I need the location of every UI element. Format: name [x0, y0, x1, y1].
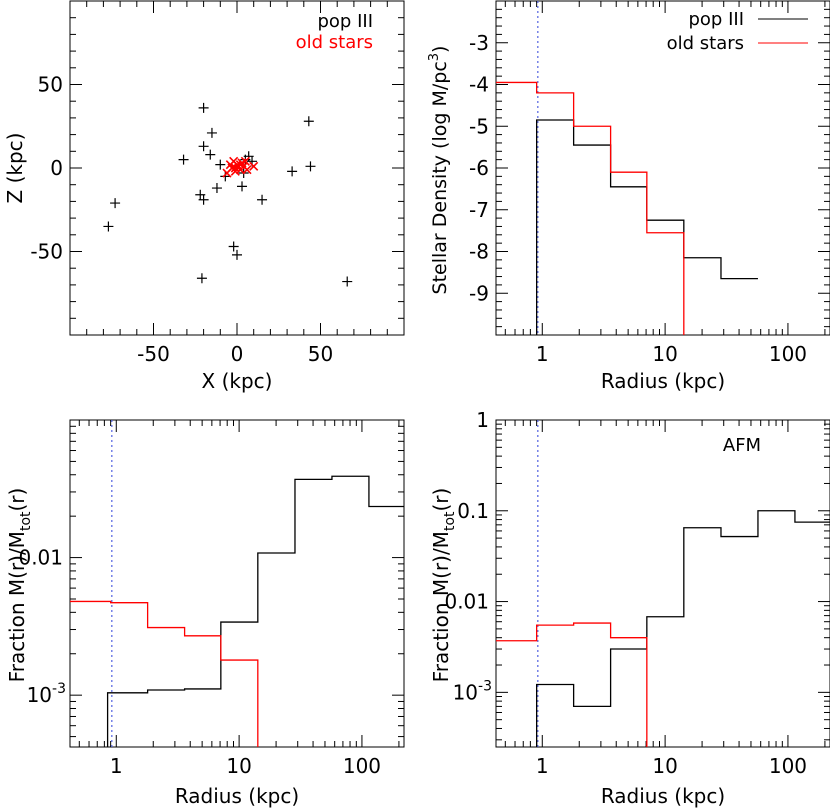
fraction2-annotation: AFM	[723, 435, 761, 456]
pop3-point	[103, 221, 114, 232]
x-tick-label: 10	[652, 342, 677, 366]
fraction1-xlabel: Radius (kpc)	[175, 784, 299, 808]
old-star-point	[242, 165, 252, 175]
pop3-point	[178, 154, 189, 165]
pop3-point	[232, 249, 242, 260]
density-ylabel: Stellar Density (log M/pc3)	[427, 46, 451, 295]
scatter-legend-pop3: pop III	[317, 11, 373, 32]
fraction2-xlabel: Radius (kpc)	[601, 784, 725, 808]
density-legend-old: old stars	[667, 33, 744, 54]
y-tick-label: -5	[469, 114, 489, 138]
old-star-point	[249, 161, 259, 171]
pop3-point	[211, 183, 222, 194]
x-tick-label: 1	[536, 754, 549, 778]
old-stars-histogram	[496, 81, 685, 335]
pop3-point	[195, 189, 206, 200]
old-star-point	[225, 160, 235, 170]
old-star-point	[235, 160, 245, 170]
x-tick-label: 0	[231, 342, 244, 366]
y-tick-label: -4	[469, 73, 489, 97]
y-tick-label: 1	[476, 408, 489, 432]
y-tick-label: -8	[469, 240, 489, 264]
pop3-point	[205, 149, 216, 160]
y-tick-label: -7	[469, 198, 489, 222]
x-tick-label: 100	[769, 754, 807, 778]
pop3-point	[206, 127, 217, 138]
y-tick-label: -3	[469, 31, 489, 55]
x-tick-label: 100	[343, 754, 381, 778]
old-star-point	[240, 156, 250, 166]
fraction1-ylabel: Fraction M(r)/Mtot(r)	[5, 488, 34, 683]
pop3-point	[303, 116, 314, 127]
pop3-point	[220, 171, 231, 182]
pop3-histogram	[536, 510, 830, 747]
old-star-point	[222, 168, 232, 178]
y-tick-label: 0.1	[457, 499, 489, 523]
y-tick-label: 0	[50, 156, 63, 180]
y-tick-label: -9	[469, 281, 489, 305]
scatter-ylabel: Z (kpc)	[3, 133, 27, 204]
y-tick-label: -50	[30, 240, 63, 264]
x-tick-label: 50	[308, 342, 333, 366]
y-tick-label: 10-3	[453, 678, 492, 704]
scatter-xlabel: X (kpc)	[202, 369, 273, 393]
pop3-point	[110, 198, 121, 209]
scatter-panel: -50 0 50 -50 0 50 pop III old stars X (kpc) Z…	[3, 0, 405, 393]
y-tick-label: 0.01	[444, 590, 489, 614]
y-tick-label: 10-3	[27, 681, 66, 707]
pop3-point	[228, 241, 239, 252]
density-panel: 1 10 100 -9 -8 -7 -6 -5 -4 -3 pop III old stars R…	[427, 0, 830, 393]
old-star-point	[230, 166, 240, 176]
pop3-point	[196, 273, 207, 284]
density-xlabel: Radius (kpc)	[601, 369, 725, 393]
pop3-point	[243, 151, 254, 162]
fraction-panel-2: 1 10 100 1 0.1 0.01 10-3 AFM Radius (kpc) Frac…	[429, 408, 830, 808]
fraction1-frame	[69, 419, 405, 748]
pop3-point	[305, 161, 316, 172]
density-frame	[495, 0, 830, 336]
old-stars-histogram	[496, 622, 648, 747]
fraction2-frame	[495, 419, 830, 748]
pop3-point	[257, 194, 268, 205]
pop3-point	[198, 141, 209, 152]
old-stars-histogram	[70, 600, 259, 747]
x-tick-label: 10	[652, 754, 677, 778]
fraction-panel-1: 1 10 100 0.01 10-3 Radius (kpc) Fraction M(r…	[5, 419, 405, 808]
pop3-point	[237, 181, 248, 192]
fraction2-ylabel: Fraction M(r)/Mtot(r)	[429, 488, 458, 683]
pop3-point	[215, 159, 226, 170]
x-tick-label: -50	[137, 342, 170, 366]
y-tick-label: 0.01	[18, 546, 63, 570]
x-tick-label: 10	[226, 754, 251, 778]
y-tick-label: -6	[469, 156, 489, 180]
x-tick-label: 100	[769, 342, 807, 366]
old-star-point	[230, 163, 240, 173]
pop3-point	[342, 276, 353, 287]
pop3-point	[287, 166, 298, 177]
x-tick-label: 1	[110, 754, 123, 778]
pop3-histogram	[106, 475, 404, 747]
density-legend-pop3: pop III	[688, 9, 744, 30]
scatter-legend-old: old stars	[296, 32, 373, 53]
y-tick-label: 50	[38, 73, 63, 97]
pop3-point	[198, 102, 209, 113]
pop3-point	[198, 194, 209, 205]
x-tick-label: 1	[536, 342, 549, 366]
